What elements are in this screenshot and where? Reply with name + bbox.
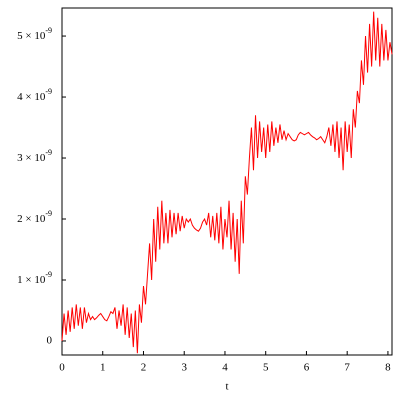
y-tick-label: 1 × 10-9 [17,270,52,286]
y-tick-mantissa: 2 × 10 [17,213,46,225]
x-tick-label: 1 [100,362,106,374]
y-tick-mantissa: 5 × 10 [17,30,46,42]
y-tick-label: 0 [47,335,53,347]
x-tick-label: 8 [385,362,391,374]
y-tick-label: 4 × 10-9 [17,87,52,103]
x-axis-label: t [225,381,228,393]
x-tick-label: 4 [222,362,228,374]
x-tick-label: 0 [59,362,65,374]
y-tick-label: 2 × 10-9 [17,209,52,225]
y-tick-mantissa: 1 × 10 [17,274,46,286]
x-tick-label: 6 [304,362,310,374]
x-tick-label: 3 [181,362,187,374]
y-tick-label: 5 × 10-9 [17,26,52,42]
plot-frame [61,7,393,356]
y-tick-exponent: -9 [45,148,52,157]
x-tick-label: 7 [344,362,350,374]
y-tick-mantissa: 4 × 10 [17,91,46,103]
y-tick-exponent: -9 [45,209,52,218]
x-tick-label: 2 [141,362,147,374]
y-tick-exponent: -9 [45,87,52,96]
y-tick-exponent: -9 [45,26,52,35]
y-tick-label: 3 × 10-9 [17,148,52,164]
x-tick-label: 5 [263,362,269,374]
y-tick-mantissa: 3 × 10 [17,152,46,164]
y-tick-exponent: -9 [45,270,52,279]
data-line [61,11,393,354]
